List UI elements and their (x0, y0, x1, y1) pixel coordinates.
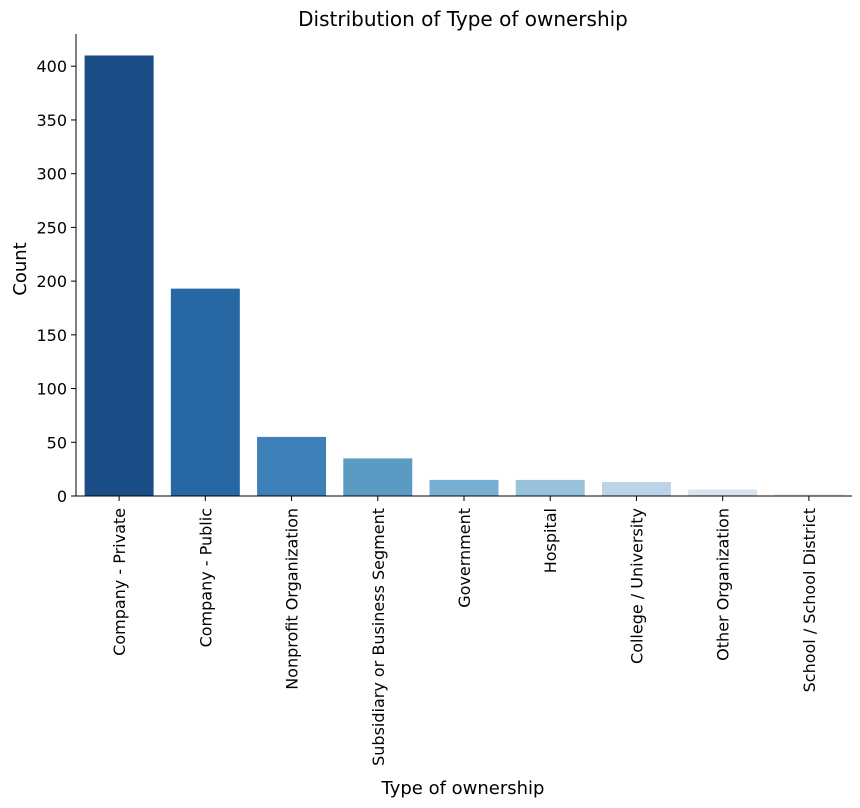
y-tick-label: 50 (47, 433, 67, 452)
bar-7 (688, 489, 758, 496)
y-tick-label: 250 (36, 218, 67, 237)
bar-8 (774, 493, 844, 496)
y-tick-label: 350 (36, 111, 67, 130)
x-tick-label: Hospital (541, 508, 560, 573)
bar-5 (515, 479, 585, 496)
y-tick-label: 0 (57, 487, 67, 506)
x-axis-ticks: Company - Private Company - Public Nonprof… (110, 496, 819, 766)
bar-4 (429, 479, 499, 496)
bar-0 (84, 55, 154, 496)
bar-6 (601, 482, 671, 496)
x-axis-title: Type of ownership (381, 778, 545, 799)
bar-3 (343, 458, 413, 496)
y-tick-label: 300 (36, 165, 67, 184)
x-tick-label: Other Organization (714, 508, 733, 661)
y-tick-label: 400 (36, 57, 67, 76)
x-tick-label: College / University (627, 508, 646, 664)
x-tick-label: Company - Public (196, 508, 215, 647)
bar-1 (170, 288, 240, 496)
y-axis-title: Count (10, 242, 31, 295)
x-tick-label: Nonprofit Organization (283, 508, 302, 690)
chart-title: Distribution of Type of ownership (298, 7, 628, 31)
x-tick-label: School / School District (800, 508, 819, 692)
x-tick-label: Company - Private (110, 508, 129, 656)
x-tick-label: Subsidiary or Business Segment (369, 508, 388, 766)
y-tick-label: 150 (36, 326, 67, 345)
y-axis-ticks: 0 50 100 150 200 250 300 350 400 (36, 57, 76, 506)
y-tick-label: 200 (36, 272, 67, 291)
x-tick-label: Government (455, 508, 474, 608)
y-tick-label: 100 (36, 380, 67, 399)
bar-2 (257, 436, 327, 496)
bars-group (84, 55, 844, 496)
